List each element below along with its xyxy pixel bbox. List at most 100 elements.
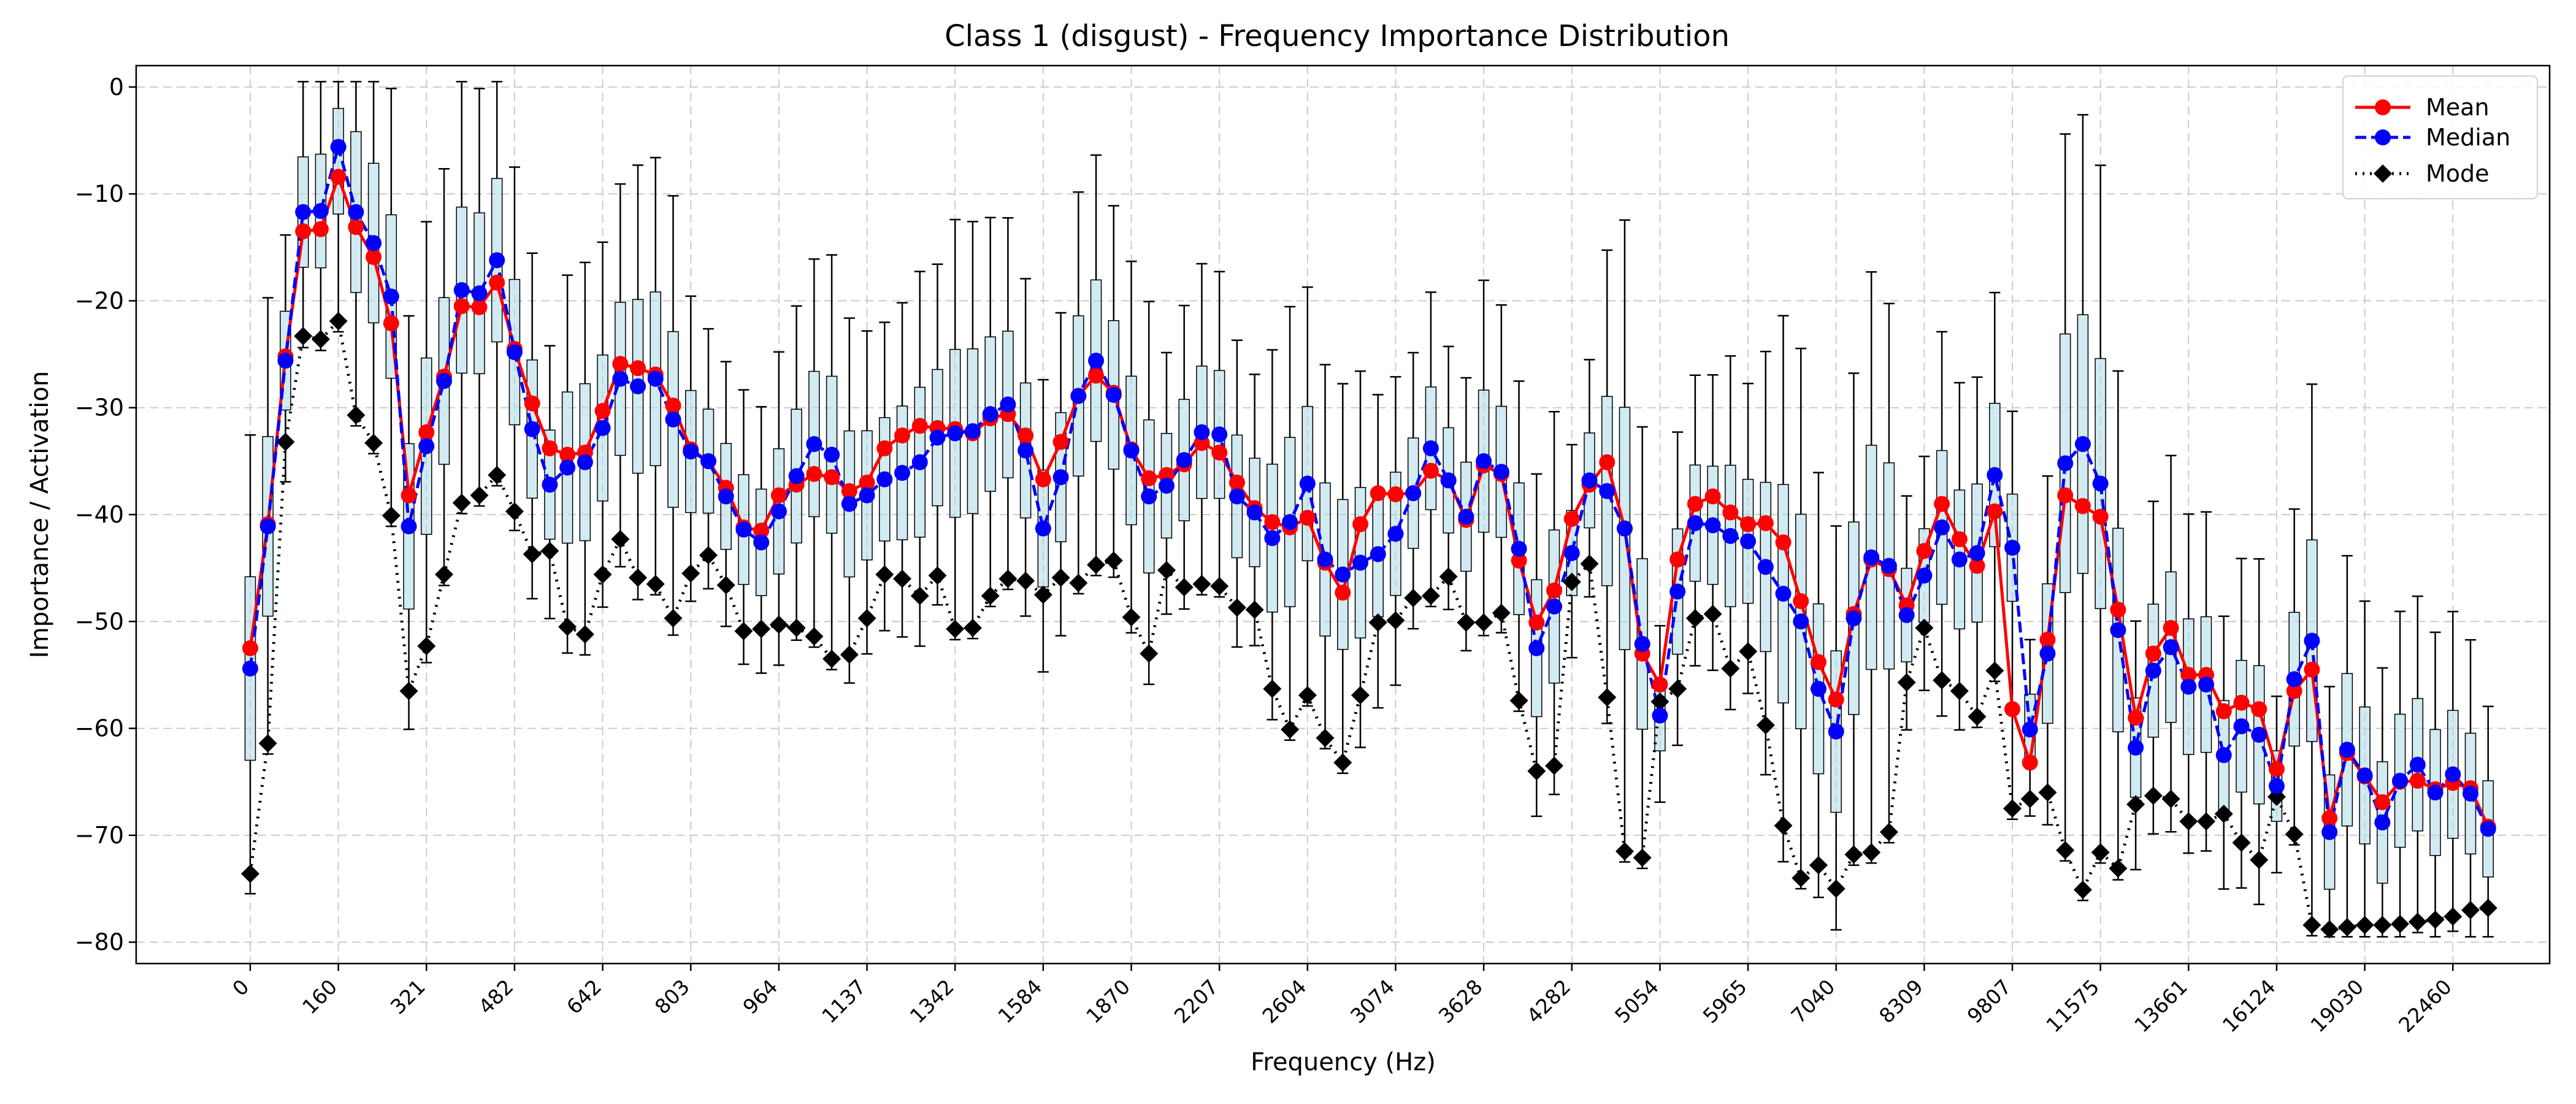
x-tick-label: 8309 — [1874, 975, 1928, 1028]
median-point — [1951, 551, 1968, 568]
mode-point — [558, 618, 577, 636]
mode-point — [1527, 762, 1546, 781]
median-point — [947, 425, 964, 442]
chart-title: Class 1 (disgust) - Frequency Importance… — [945, 19, 1730, 53]
mode-point — [1033, 585, 1052, 604]
median-point — [1775, 585, 1792, 602]
mean-point — [1352, 516, 1368, 532]
x-tick-label: 13661 — [2129, 975, 2192, 1037]
mean-point — [876, 440, 893, 456]
mean-point — [348, 219, 364, 236]
mode-point — [1368, 613, 1387, 632]
median-point — [383, 288, 399, 305]
mode-point — [769, 615, 788, 634]
median-point — [489, 252, 505, 269]
mode-point — [381, 506, 401, 525]
mode-point — [805, 627, 824, 646]
mean-point — [911, 418, 928, 434]
median-point — [1563, 545, 1580, 561]
legend-item-median: Median — [2355, 124, 2510, 151]
mean-point — [453, 298, 470, 315]
mode-point — [488, 466, 507, 485]
mean-point — [2057, 487, 2074, 504]
x-tick-label: 0 — [228, 975, 253, 1000]
mean-point — [1370, 485, 1386, 502]
mode-point — [664, 609, 683, 628]
median-point — [2092, 475, 2109, 492]
median-point — [2215, 747, 2232, 764]
mode-point — [981, 586, 1000, 605]
median-point — [2374, 814, 2391, 830]
mode-point — [1721, 659, 1740, 678]
mode-point — [311, 330, 330, 349]
mode-point — [1192, 575, 1211, 594]
mode-point — [2179, 812, 2198, 831]
mode-point — [1985, 661, 2004, 680]
mean-point — [312, 221, 329, 237]
median-point — [1493, 464, 1509, 480]
mean-point — [2092, 508, 2109, 525]
median-point — [1052, 469, 1069, 485]
median-point — [2409, 756, 2426, 773]
mean-point — [2022, 754, 2038, 771]
mean-point — [559, 447, 576, 463]
mean-point — [1934, 496, 1950, 512]
median-point — [594, 420, 611, 436]
mean-point — [2180, 667, 2197, 683]
median-point — [2356, 767, 2373, 784]
mode-point — [1862, 843, 1881, 862]
x-tick-label: 5054 — [1610, 975, 1663, 1028]
x-tick-label: 964 — [738, 975, 782, 1019]
median-point — [911, 454, 928, 470]
x-tick-label: 16124 — [2218, 975, 2280, 1037]
mode-point — [1545, 756, 1564, 775]
mean-point — [2039, 631, 2056, 648]
x-axis-label: Frequency (Hz) — [1251, 1048, 1436, 1076]
mode-point — [734, 621, 753, 640]
x-tick-label: 22460 — [2394, 975, 2456, 1037]
mean-point — [1422, 462, 1439, 479]
mode-point — [2320, 920, 2339, 939]
mean-point — [2128, 710, 2144, 726]
median-point — [2286, 671, 2302, 688]
median-point — [770, 503, 787, 519]
legend-marker-mode — [2374, 164, 2392, 183]
mode-point — [435, 565, 454, 584]
median-point — [1352, 554, 1368, 571]
median-point — [1987, 467, 2003, 483]
mean-point — [1987, 503, 2003, 519]
mode-point — [910, 586, 929, 605]
median-point — [1370, 546, 1386, 562]
mean-point — [2110, 602, 2126, 618]
x-tick-label: 1584 — [994, 975, 1047, 1028]
mode-point — [2056, 841, 2075, 860]
median-point — [1828, 723, 1844, 740]
y-tick-label: −30 — [75, 394, 124, 421]
mean-point — [2145, 645, 2161, 662]
mode-point — [1298, 686, 1317, 705]
mean-point — [330, 169, 347, 185]
mode-point — [347, 405, 366, 424]
median-point — [1599, 483, 1616, 499]
mode-point — [1316, 729, 1335, 748]
mode-point — [1844, 845, 1863, 864]
mode-point — [963, 618, 982, 637]
median-point — [418, 438, 435, 454]
mode-point — [1827, 880, 1846, 898]
mode-point — [681, 564, 700, 583]
median-point — [2462, 785, 2478, 802]
median-point — [1528, 640, 1545, 656]
mode-point — [505, 502, 524, 521]
mode-point — [276, 432, 295, 451]
mode-point — [294, 326, 313, 345]
median-point — [1105, 386, 1122, 403]
mean-point — [295, 223, 312, 240]
median-point — [647, 370, 664, 387]
mean-point — [1528, 615, 1545, 631]
mode-point — [787, 618, 806, 637]
median-point — [436, 373, 453, 389]
median-point — [453, 282, 470, 298]
mean-point — [841, 483, 857, 499]
median-point — [630, 378, 646, 394]
mean-point — [665, 397, 681, 414]
